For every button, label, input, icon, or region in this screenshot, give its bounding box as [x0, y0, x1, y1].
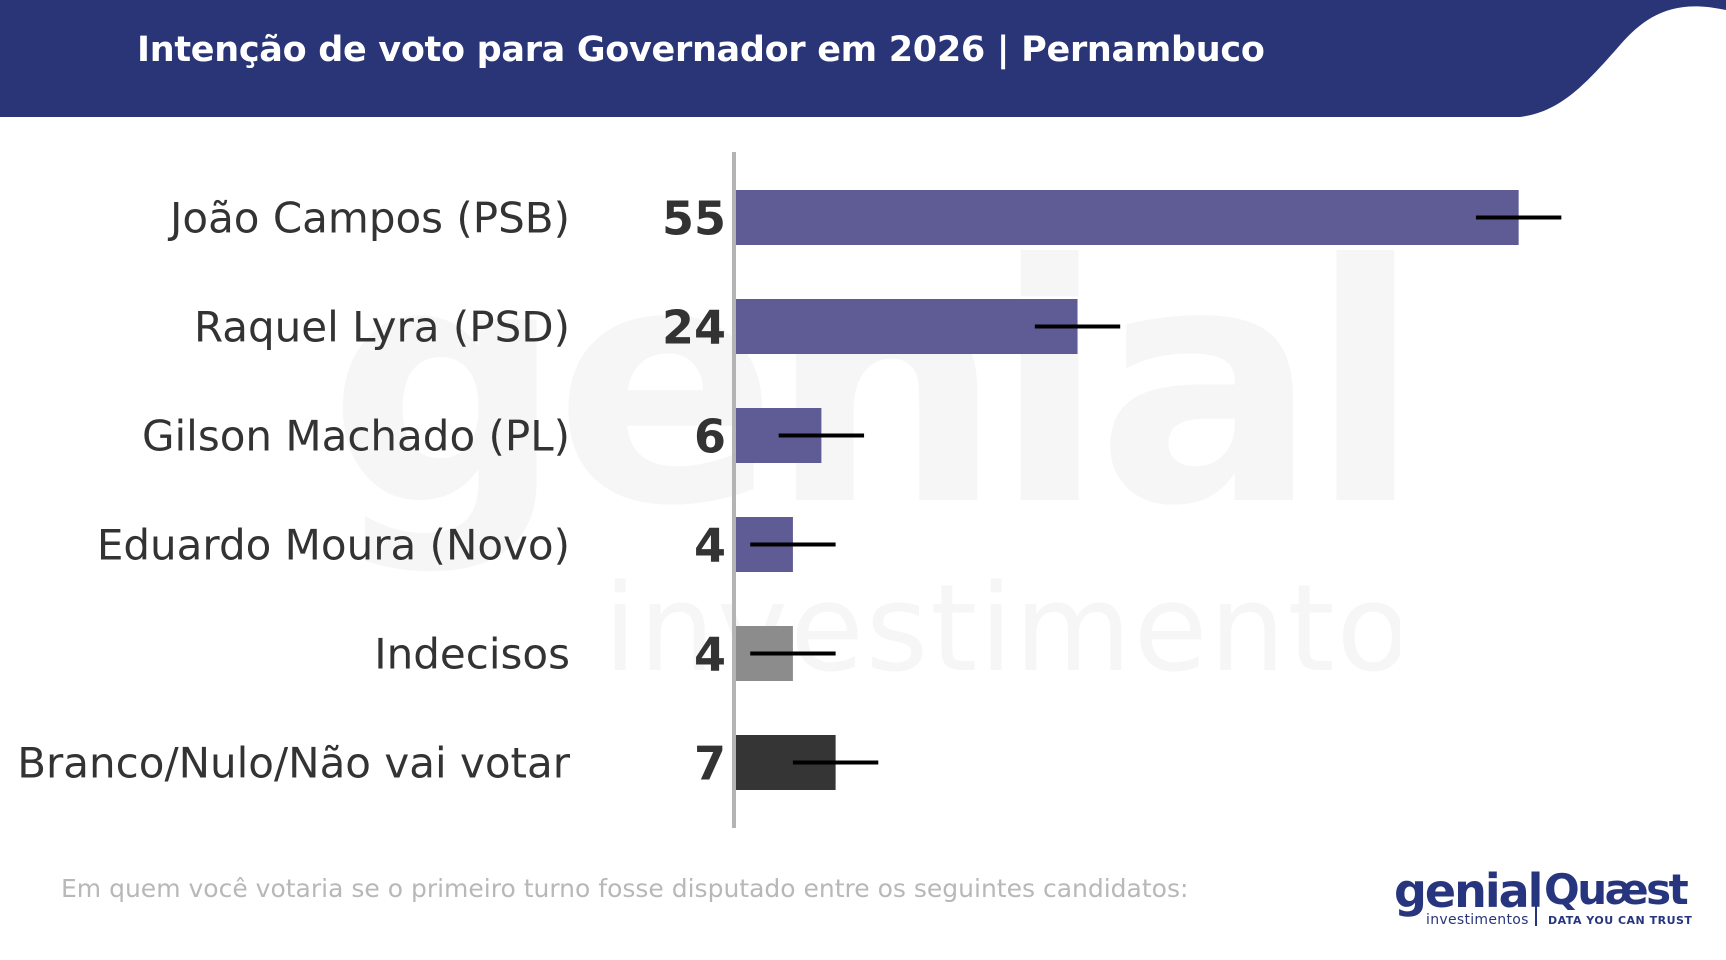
data-label: 55 [662, 192, 726, 246]
header-banner: Intenção de voto para Governador em 2026… [0, 0, 1726, 117]
data-label: 4 [694, 628, 726, 682]
labels-layer: João Campos (PSB) 55 Raquel Lyra (PSD) 24 Gi… [17, 192, 726, 791]
data-label: 4 [694, 519, 726, 573]
category-label: Gilson Machado (PL) [142, 412, 570, 461]
partner-logos: genial investimentos Quæst DATA YOU CAN … [1390, 864, 1693, 938]
data-label: 6 [694, 410, 726, 464]
logo-divider [1535, 874, 1537, 926]
category-label: João Campos (PSB) [167, 194, 570, 243]
bar [736, 190, 1519, 245]
bars-layer [736, 190, 1519, 790]
category-label: Eduardo Moura (Novo) [97, 521, 570, 570]
page-title: Intenção de voto para Governador em 2026… [137, 30, 1265, 70]
data-label: 24 [662, 301, 726, 355]
question-footnote: Em quem você votaria se o primeiro turno… [61, 874, 1189, 903]
category-label: Raquel Lyra (PSD) [194, 303, 570, 352]
quaest-logo-sub: DATA YOU CAN TRUST [1548, 914, 1693, 927]
genial-logo: genial [1394, 864, 1543, 918]
quaest-logo: Quæst [1544, 865, 1689, 914]
error-bars-layer [750, 215, 1562, 765]
category-label: Branco/Nulo/Não vai votar [17, 739, 571, 788]
data-label: 7 [694, 737, 726, 791]
category-label: Indecisos [374, 630, 570, 679]
genial-logo-sub: investimentos [1426, 912, 1529, 928]
bar-chart: João Campos (PSB) 55 Raquel Lyra (PSD) 24 Gi… [17, 152, 1562, 828]
header-shape [0, 0, 1726, 117]
bar [736, 299, 1078, 354]
